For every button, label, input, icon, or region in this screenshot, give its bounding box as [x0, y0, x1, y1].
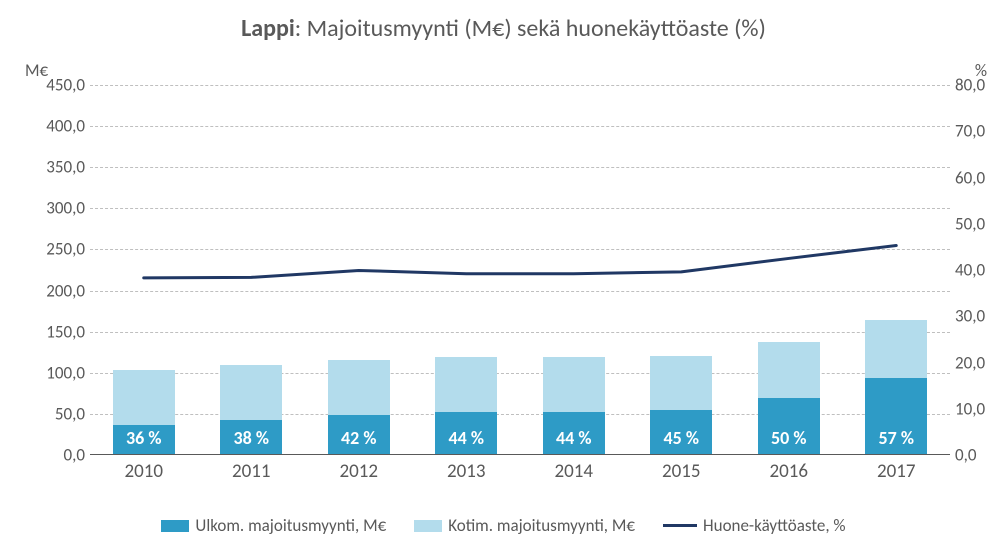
y-tick-left: 250,0 — [25, 239, 85, 260]
y-tick-left: 150,0 — [25, 321, 85, 342]
legend-item-occupancy: Huone-käyttöaste, % — [663, 515, 846, 536]
y-tick-left: 50,0 — [25, 403, 85, 424]
legend-line-occupancy — [663, 524, 697, 527]
legend-item-domestic: Kotim. majoitusmyynti, M€ — [414, 515, 635, 536]
y-tick-right: 40,0 — [955, 260, 985, 281]
x-tick: 2013 — [447, 460, 486, 483]
legend-swatch-domestic — [414, 520, 442, 532]
legend-swatch-foreign — [161, 520, 189, 532]
legend-label-domestic: Kotim. majoitusmyynti, M€ — [448, 515, 635, 536]
legend: Ulkom. majoitusmyynti, M€ Kotim. majoitu… — [0, 515, 1007, 536]
x-tick: 2017 — [877, 460, 916, 483]
x-tick: 2010 — [124, 460, 163, 483]
y-tick-right: 50,0 — [955, 213, 985, 234]
y-tick-right: 10,0 — [955, 398, 985, 419]
title-rest: : Majoitusmyynti (M€) sekä huonekäyttöas… — [295, 14, 766, 43]
y-tick-right: 70,0 — [955, 121, 985, 142]
y-tick-left: 100,0 — [25, 362, 85, 383]
x-tick: 2016 — [769, 460, 808, 483]
y-tick-left: 400,0 — [25, 116, 85, 137]
y-tick-right: 80,0 — [955, 75, 985, 96]
legend-item-foreign: Ulkom. majoitusmyynti, M€ — [161, 515, 386, 536]
y-tick-right: 30,0 — [955, 306, 985, 327]
title-region: Lappi — [241, 14, 295, 43]
x-tick: 2014 — [554, 460, 593, 483]
y-tick-left: 300,0 — [25, 198, 85, 219]
y-tick-left: 450,0 — [25, 75, 85, 96]
occupancy-line — [90, 85, 950, 455]
y-tick-right: 0,0 — [955, 445, 976, 466]
chart-title: Lappi: Majoitusmyynti (M€) sekä huonekäy… — [0, 0, 1007, 43]
y-tick-right: 20,0 — [955, 352, 985, 373]
y-tick-left: 0,0 — [25, 445, 85, 466]
x-tick: 2011 — [232, 460, 271, 483]
legend-label-occupancy: Huone-käyttöaste, % — [703, 515, 846, 536]
y-tick-left: 200,0 — [25, 280, 85, 301]
legend-label-foreign: Ulkom. majoitusmyynti, M€ — [195, 515, 386, 536]
y-tick-left: 350,0 — [25, 157, 85, 178]
x-axis-line — [90, 454, 950, 455]
plot-area: 36 %38 %42 %44 %44 %45 %50 %57 % — [90, 85, 950, 455]
y-tick-right: 60,0 — [955, 167, 985, 188]
x-tick: 2015 — [662, 460, 701, 483]
x-tick: 2012 — [339, 460, 378, 483]
